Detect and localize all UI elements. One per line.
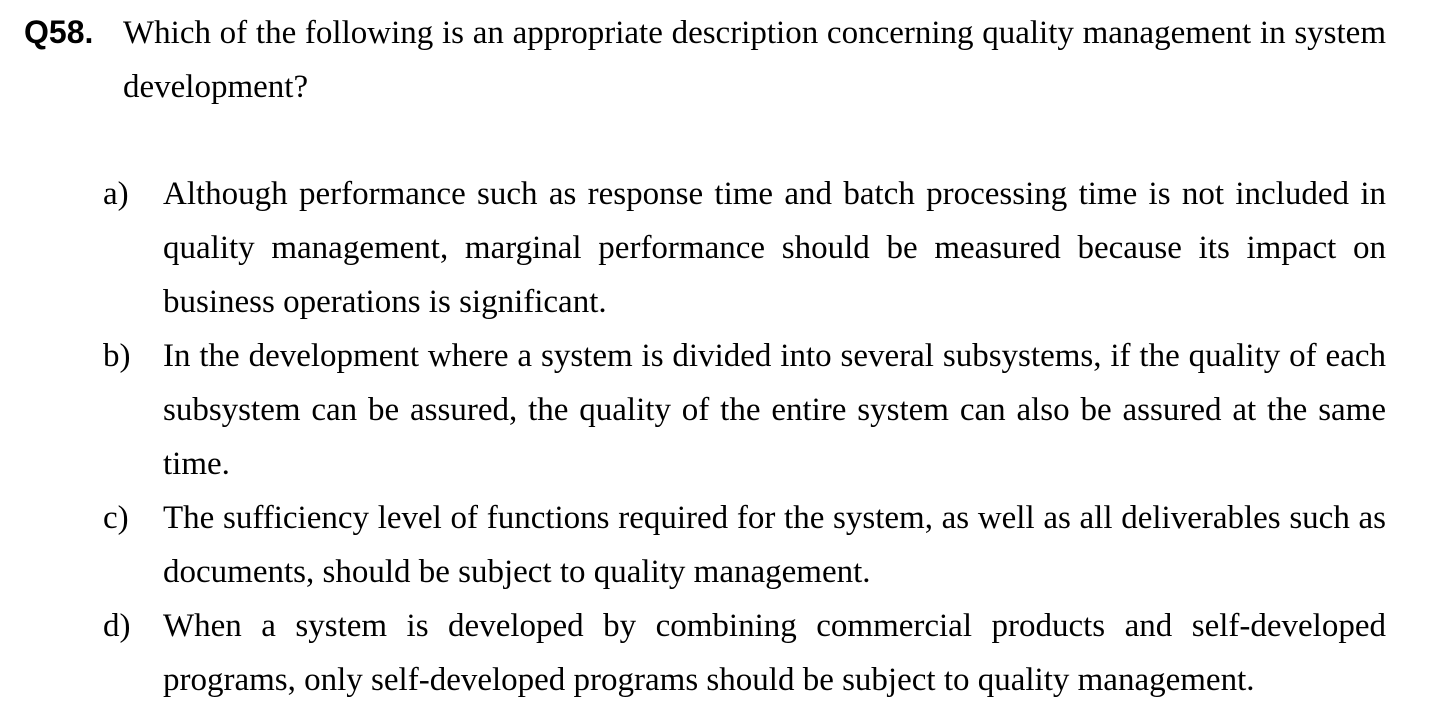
option-a: a) Although performance such as response…: [103, 167, 1386, 329]
option-d-letter: d): [103, 608, 131, 644]
option-c-letter: c): [103, 500, 129, 536]
option-a-letter: a): [103, 176, 129, 212]
option-c: c) The sufficiency level of functions re…: [103, 491, 1386, 599]
option-b: b) In the development where a system is …: [103, 329, 1386, 491]
option-b-letter: b): [103, 338, 131, 374]
answer-options: a) Although performance such as response…: [103, 167, 1386, 707]
question-number: Q58.: [24, 14, 94, 50]
option-d-text: When a system is developed by combining …: [163, 608, 1386, 698]
option-c-text: The sufficiency level of functions requi…: [163, 500, 1386, 590]
question-text: Which of the following is an appropriate…: [123, 15, 1386, 105]
option-b-text: In the development where a system is div…: [163, 338, 1386, 482]
option-d: d) When a system is developed by combini…: [103, 599, 1386, 707]
option-a-text: Although performance such as response ti…: [163, 176, 1386, 320]
